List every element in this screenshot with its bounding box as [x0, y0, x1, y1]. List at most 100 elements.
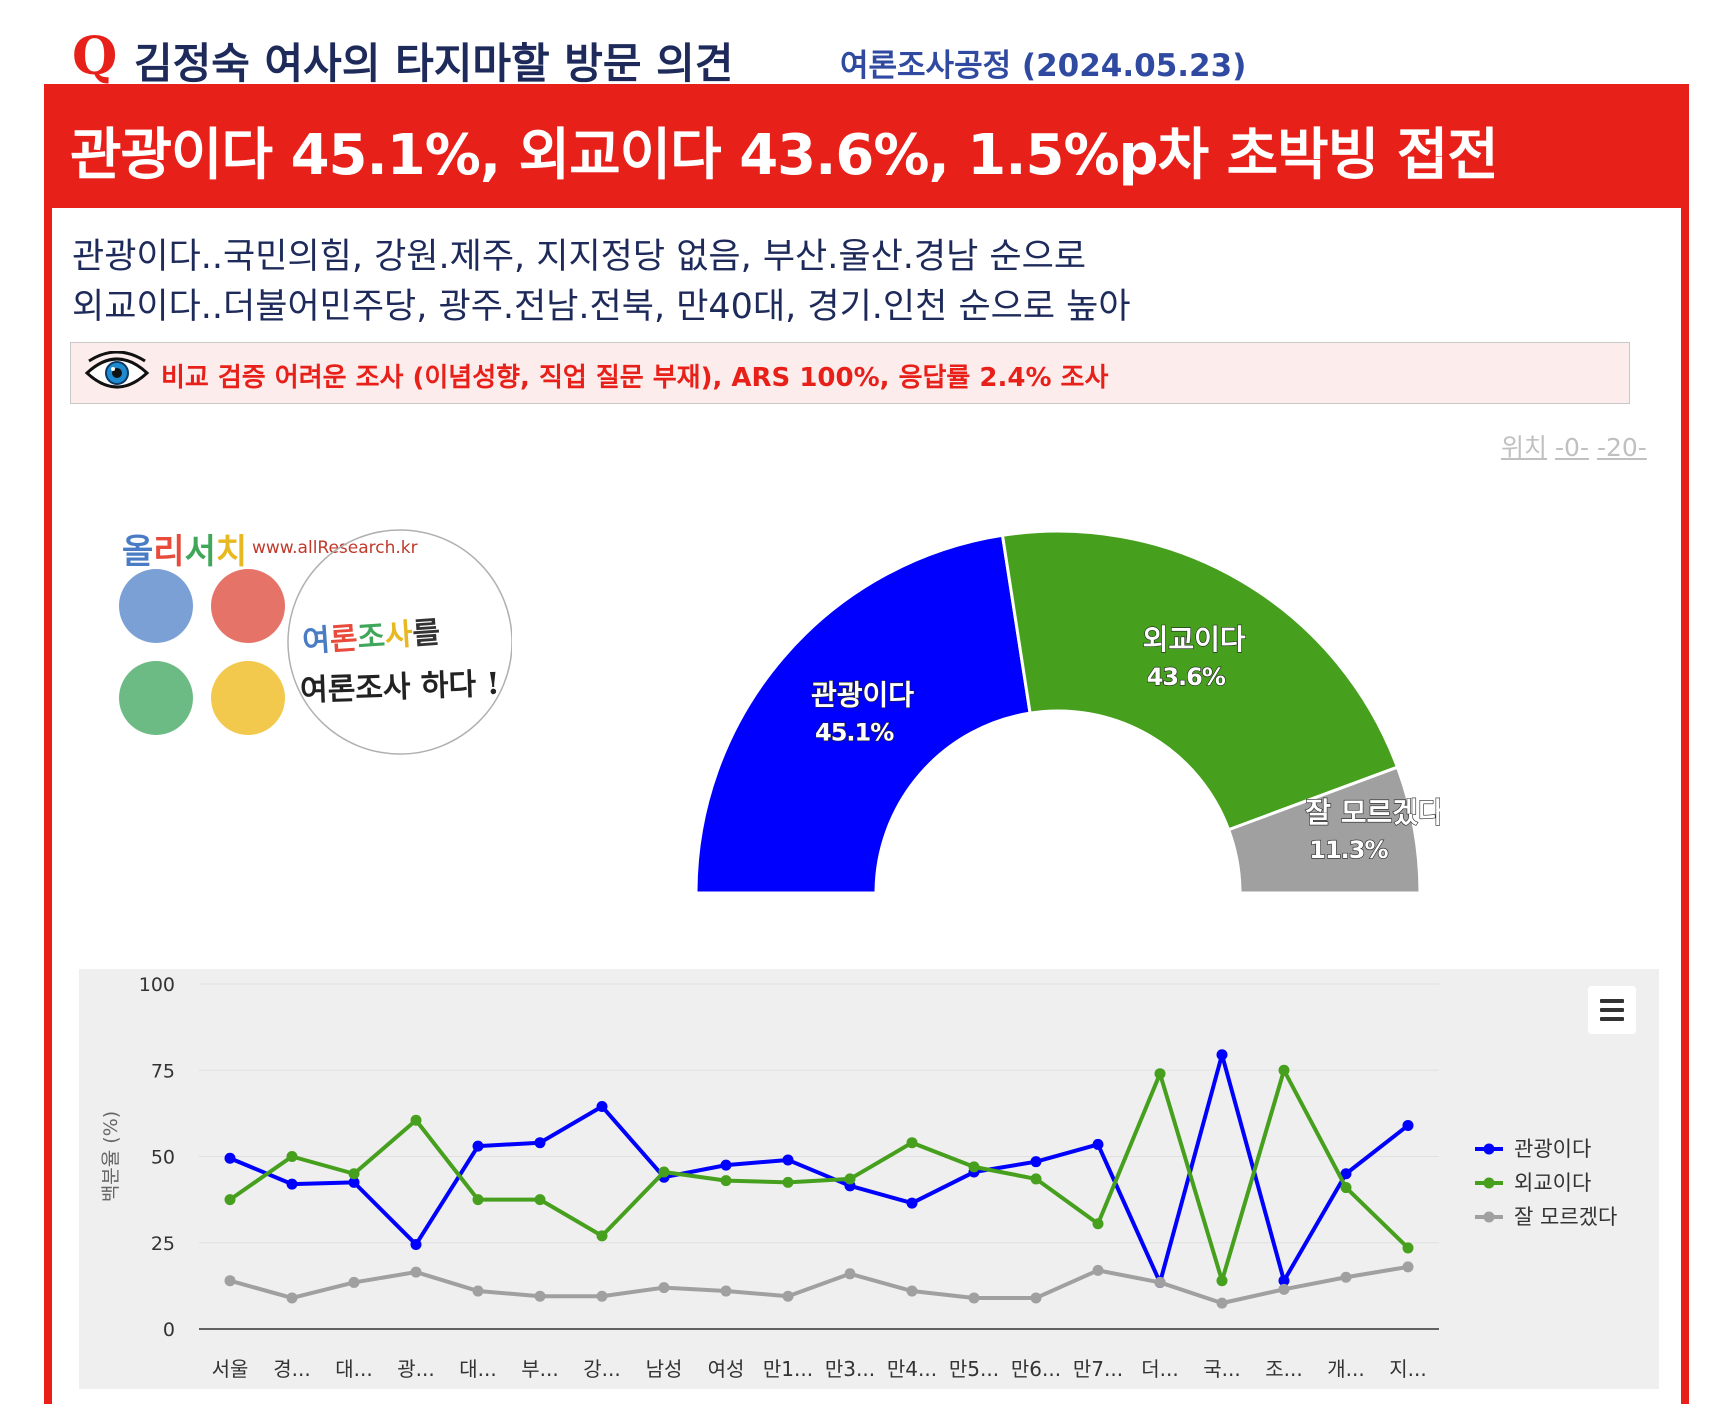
- x-tick-label-2: 대...: [335, 1357, 372, 1381]
- point-0-11: [906, 1197, 918, 1209]
- point-1-16: [1216, 1275, 1228, 1287]
- point-1-4: [472, 1194, 484, 1206]
- x-tick-label-0: 서울: [212, 1357, 249, 1381]
- point-2-7: [658, 1282, 670, 1294]
- x-tick-label-10: 만3...: [825, 1357, 875, 1381]
- x-tick-label-12: 만5...: [949, 1357, 999, 1381]
- point-1-5: [534, 1194, 546, 1206]
- headline: 관광이다 45.1%, 외교이다 43.6%, 1.5%p차 초박빙 접전: [70, 123, 1499, 188]
- x-tick-label-17: 조...: [1265, 1357, 1302, 1381]
- plot-background: [79, 969, 1659, 1389]
- y-tick-label-0: 0: [163, 1319, 175, 1341]
- point-2-17: [1278, 1283, 1290, 1295]
- allresearch-logo: 올리서치 www.allResearch.kr 여론조사를 여론조사 하다 !: [112, 520, 512, 760]
- point-2-11: [906, 1285, 918, 1297]
- point-2-1: [286, 1292, 298, 1304]
- point-2-9: [782, 1290, 794, 1302]
- legend-item-2[interactable]: 잘 모르겠다: [1514, 1205, 1617, 1229]
- point-2-14: [1092, 1264, 1104, 1276]
- point-2-0: [224, 1275, 236, 1287]
- point-2-5: [534, 1290, 546, 1302]
- slice-label-0: 관광이다: [811, 679, 914, 712]
- x-tick-label-18: 개...: [1327, 1357, 1364, 1381]
- question-mark: Q: [72, 26, 118, 87]
- point-2-4: [472, 1285, 484, 1297]
- x-tick-label-1: 경...: [273, 1357, 310, 1381]
- point-1-6: [596, 1230, 608, 1242]
- x-tick-label-14: 만7...: [1073, 1357, 1123, 1381]
- position-link-20[interactable]: -20-: [1596, 433, 1647, 462]
- y-tick-label-4: 100: [139, 974, 175, 996]
- line-chart: 0 25 50 75 100 백분율 (%) 서울 경... 대... 광... 대... 부... 강…: [79, 969, 1659, 1389]
- x-tick-label-9: 만1...: [763, 1357, 813, 1381]
- x-tick-label-13: 만6...: [1011, 1357, 1061, 1381]
- position-link-0[interactable]: -0-: [1555, 433, 1589, 462]
- x-tick-label-4: 대...: [459, 1357, 496, 1381]
- point-2-18: [1340, 1271, 1352, 1283]
- point-2-13: [1030, 1292, 1042, 1304]
- x-tick-label-8: 여성: [708, 1357, 745, 1381]
- page-title: 김정숙 여사의 타지마할 방문 의견: [134, 39, 734, 88]
- legend-item-0[interactable]: 관광이다: [1514, 1137, 1591, 1161]
- x-tick-label-16: 국...: [1203, 1357, 1240, 1381]
- legend-item-1[interactable]: 외교이다: [1514, 1171, 1591, 1195]
- legend-marker-0: [1483, 1143, 1495, 1155]
- semi-donut-chart: 관광이다 45.1% 외교이다 43.6% 잘 모르겠다 11.3%: [694, 529, 1440, 895]
- slice-value-0: 45.1%: [815, 719, 894, 747]
- point-2-3: [410, 1266, 422, 1278]
- y-tick-label-3: 75: [151, 1060, 175, 1082]
- point-0-0: [224, 1152, 236, 1164]
- chart-menu-button[interactable]: [1588, 986, 1636, 1034]
- series-line-0: [229, 1052, 1410, 1285]
- point-0-1: [286, 1178, 298, 1190]
- point-0-16: [1216, 1049, 1228, 1061]
- position-nav: 위치 -0- -20-: [1493, 428, 1647, 464]
- point-1-11: [906, 1137, 918, 1149]
- survey-note: 비교 검증 어려운 조사 (이념성향, 직업 질문 부재), ARS 100%,…: [70, 342, 1630, 404]
- point-0-17: [1278, 1275, 1290, 1287]
- x-tick-label-3: 광...: [397, 1357, 434, 1381]
- x-tick-label-6: 강...: [583, 1357, 620, 1381]
- slice-label-2: 잘 모르겠다: [1305, 796, 1440, 829]
- point-1-19: [1402, 1242, 1414, 1254]
- position-nav-label[interactable]: 위치: [1501, 433, 1548, 462]
- point-0-18: [1340, 1168, 1352, 1180]
- point-1-13: [1030, 1173, 1042, 1185]
- point-1-14: [1092, 1218, 1104, 1230]
- subtitle-line-1: 관광이다..국민의힘, 강원.제주, 지지정당 없음, 부산.울산.경남 순으로: [72, 237, 1087, 277]
- point-0-2: [348, 1176, 360, 1188]
- slice-label-1: 외교이다: [1143, 623, 1246, 656]
- point-2-15: [1154, 1276, 1166, 1288]
- point-1-15: [1154, 1068, 1166, 1080]
- survey-source: 여론조사공정 (2024.05.23): [840, 48, 1247, 84]
- note-text: 비교 검증 어려운 조사 (이념성향, 직업 질문 부재), ARS 100%,…: [161, 363, 1109, 393]
- point-0-5: [534, 1137, 546, 1149]
- slice-1: [1000, 529, 1399, 832]
- legend-marker-2: [1483, 1211, 1495, 1223]
- point-2-6: [596, 1290, 608, 1302]
- point-1-18: [1340, 1182, 1352, 1194]
- y-axis-label: 백분율 (%): [100, 1111, 122, 1202]
- point-1-10: [844, 1173, 856, 1185]
- slice-2: [1227, 765, 1422, 895]
- point-1-1: [286, 1151, 298, 1162]
- point-2-19: [1402, 1261, 1414, 1273]
- point-1-7: [658, 1166, 670, 1178]
- x-tick-label-15: 더...: [1141, 1357, 1178, 1381]
- point-1-9: [782, 1176, 794, 1188]
- point-2-2: [348, 1276, 360, 1288]
- point-1-12: [968, 1161, 980, 1173]
- legend-marker-1: [1483, 1177, 1495, 1189]
- point-2-12: [968, 1292, 980, 1304]
- logo-graphic: [119, 529, 512, 755]
- x-tick-label-5: 부...: [521, 1357, 558, 1381]
- point-0-4: [472, 1140, 484, 1152]
- point-0-19: [1402, 1119, 1414, 1131]
- point-1-17: [1278, 1064, 1290, 1076]
- series-line-1: [228, 1068, 1410, 1283]
- point-2-8: [720, 1285, 732, 1297]
- slice-value-1: 43.6%: [1147, 663, 1226, 691]
- logo-slogan-line-2: 여론조사 하다 !: [299, 666, 501, 709]
- series-line-2: [229, 1264, 1409, 1306]
- subtitle-line-2: 외교이다..더불어민주당, 광주.전남.전북, 만40대, 경기.인천 순으로 …: [72, 287, 1131, 327]
